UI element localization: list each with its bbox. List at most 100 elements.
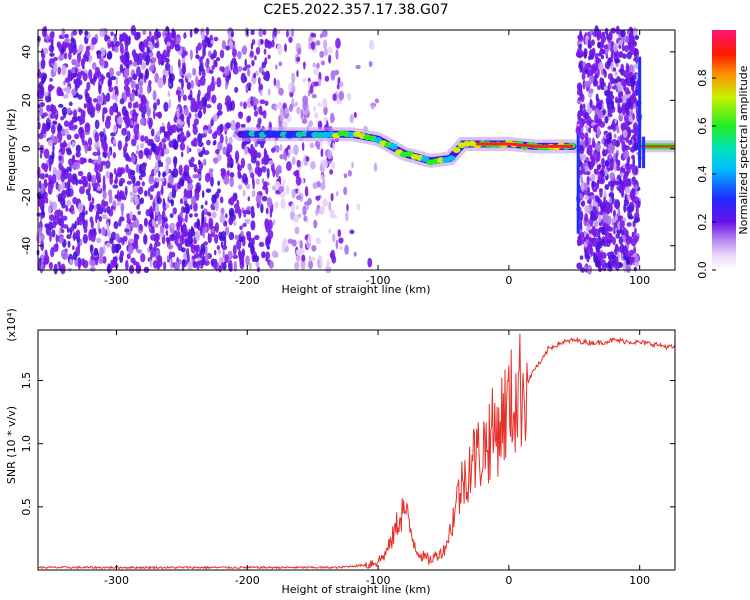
spectrogram-noise-point [582,79,586,90]
spectrogram-noise-point [250,220,256,231]
spectrogram-noise-point [91,37,97,46]
spectrogram-noise-point [43,91,49,97]
spectrogram-noise-point [69,258,74,266]
spectrogram-noise-point [186,81,192,90]
spectrogram-noise-point [78,108,83,113]
spectrogram-noise-point [155,241,161,247]
spectrogram-noise-point [307,89,311,97]
spectrogram-noise-point [585,62,592,69]
spectrogram-noise-point [630,129,636,134]
spectrogram-noise-point [219,196,224,204]
spectrogram-noise-point [288,81,293,93]
spectrogram-noise-point [320,174,324,181]
spectrogram-noise-point [614,180,621,186]
spectrogram-noise-point [62,215,68,221]
spectrogram-noise-point [235,157,239,164]
spectrogram-noise-point [630,238,637,247]
spectrogram-noise-point [119,43,124,54]
spectrogram-noise-point [258,28,264,38]
spectrogram-noise-point [579,66,583,73]
spectrogram-noise-point [114,90,118,96]
spectrogram-noise-point [578,43,582,49]
spectrogram-noise-point [176,118,182,125]
spectrogram-noise-point [81,157,88,164]
spectrogram-noise-point [336,84,340,90]
spectrogram-noise-point [261,178,265,184]
spectrogram-noise-point [60,263,66,275]
spectrogram-noise-point [140,142,145,149]
spectrogram-noise-point [346,203,349,212]
spectrogram-noise-point [255,194,262,204]
spectrogram-noise-point [53,62,58,74]
spectrogram-noise-point [218,265,222,273]
spectrogram-noise-point [624,178,629,186]
spectrogram-noise-point [332,214,337,219]
ridge-peak [447,155,456,162]
spectrogram-noise-point [89,201,93,210]
spectrogram-noise-point [606,251,612,257]
spectrogram-noise-point [314,140,321,148]
spectrogram-noise-point [288,103,293,113]
spectrogram-noise-point [153,182,159,189]
spectrogram-noise-point [237,50,242,60]
spectrogram-noise-point [608,180,614,187]
spectrogram-noise-point [271,250,278,258]
spectrogram-noise-point [51,150,55,160]
spectrogram-noise-point [55,181,59,190]
spectrogram-noise-point [597,128,601,138]
spectrogram-noise-point [306,204,310,211]
spectrogram-noise-point [620,122,624,131]
spectrogram-noise-point [72,196,78,205]
spectrogram-noise-point [314,112,319,119]
spectrogram-noise-point [90,219,94,229]
spectrogram-noise-point [41,75,45,85]
spectrogram-noise-point [601,239,605,246]
spectrogram-noise-point [81,59,86,65]
spectrogram-noise-point [106,52,113,60]
spectrogram-noise-point [587,116,592,127]
spectrogram-noise-point [579,103,583,114]
spectrogram-noise-point [217,110,223,116]
spectrogram-noise-point [115,41,120,47]
spectrogram-noise-point [43,178,48,189]
spectrogram-noise-point [132,260,138,266]
spectrogram-noise-point [89,244,94,252]
spectrogram-noise-point [291,202,295,213]
spectrogram-noise-point [603,44,609,49]
spectrogram-noise-point [192,67,197,76]
spectrogram-noise-point [180,78,184,90]
spectrogram-noise-point [171,188,177,199]
spectrogram-noise-point [235,121,241,129]
spectrogram-x-ticks: -300 -200 -100 0 100 [104,30,650,287]
spectrogram-noise-point [295,195,302,201]
spectrogram-noise-point [135,163,140,174]
spectrogram-noise-point [148,148,153,156]
spectrogram-noise-point [234,86,239,93]
spectrogram-noise-point [232,244,237,256]
spectrogram-noise-point [99,246,104,258]
spectrogram-noise-point [72,245,75,251]
spectrogram-noise-point [201,190,205,199]
spectrogram-noise-point [594,168,599,175]
spectrogram-noise-point [96,150,101,157]
spectrogram-noise-point [138,163,142,175]
spectrogram-noise-point [595,156,599,162]
spectrogram-noise-point [335,37,341,49]
spectrogram-noise-point [326,259,330,269]
spectrogram-noise-point [77,179,84,185]
spectrogram-noise-point [254,234,260,241]
spectrogram-noise-point [626,51,632,60]
spectrogram-noise-point [184,106,189,117]
spectrogram-noise-point [192,137,198,147]
spectrogram-noise-point [110,75,117,81]
colorbar-tick-label: 0.2 [696,213,709,231]
spectrogram-noise-point [50,124,56,135]
spectrogram-noise-point [197,42,202,51]
spectrogram-noise-point [206,139,211,146]
spectrogram-noise-point [162,217,168,223]
spectrogram-noise-point [335,190,339,197]
spectrogram-noise-point [142,29,147,36]
spectrogram-noise-point [159,177,165,183]
spectrogram-noise-point [618,51,624,58]
spectrogram-noise-point [599,201,606,211]
